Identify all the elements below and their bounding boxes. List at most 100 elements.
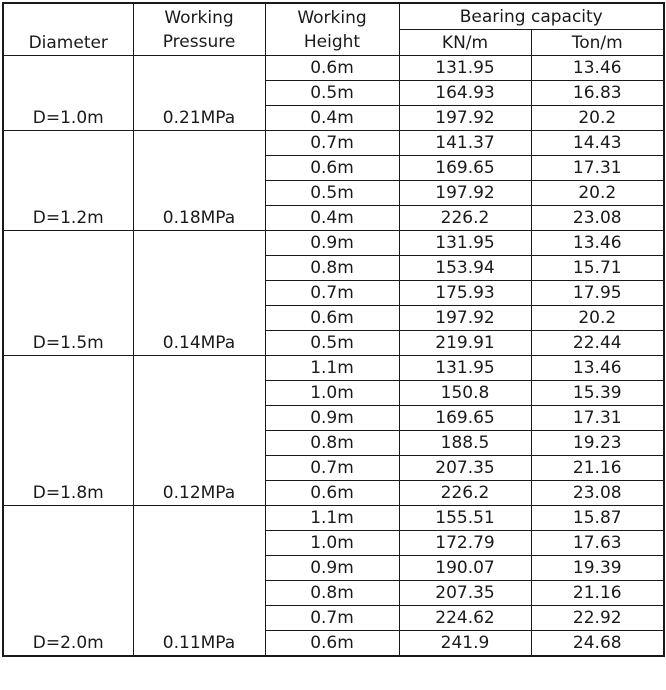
diameter-header: Diameter (2, 2, 134, 56)
kn-cell: 131.95 (398, 55, 532, 81)
table-row: D=1.8m 0.12MPa 1.1m 131.95 13.46 (2, 355, 665, 506)
ton-cell: 19.23 (530, 430, 665, 456)
ton-cell: 22.92 (530, 605, 665, 631)
height-cell: 0.7m (264, 455, 400, 481)
ton-cell: 17.31 (530, 155, 665, 181)
table-row: 1.0m 172.79 17.63 (3, 530, 665, 556)
height-cell: 0.6m (264, 55, 400, 81)
ton-cell: 17.31 (530, 405, 665, 431)
height-cell: 0.5m (264, 330, 400, 356)
height-cell: 1.1m (264, 355, 400, 381)
table-row: D=1.0m 0.21MPa 0.6m 131.95 13.46 (2, 55, 665, 131)
kn-cell: 131.95 (398, 230, 532, 256)
table-row: 0.6m 197.92 20.2 (3, 305, 665, 331)
ton-cell: 17.63 (530, 530, 665, 556)
height-header: Working Height (264, 2, 400, 56)
ton-cell: 20.2 (530, 180, 665, 206)
table-row: 0.8m 153.94 15.71 (3, 255, 665, 281)
height-cell: 0.7m (264, 130, 400, 156)
height-cell: 0.7m (264, 280, 400, 306)
height-cell: 0.7m (264, 605, 400, 631)
kn-cell: 197.92 (398, 305, 532, 331)
diameter-cell: D=1.5m (2, 230, 134, 356)
height-cell: 1.0m (264, 380, 400, 406)
table-row: 0.5m 219.91 22.44 (3, 330, 665, 356)
ton-cell: 21.16 (530, 455, 665, 481)
ton-cell: 16.83 (530, 80, 665, 106)
pressure-cell: 0.21MPa (132, 55, 266, 131)
ton-cell: 13.46 (530, 55, 665, 81)
kn-cell: 141.37 (398, 130, 532, 156)
kn-cell: 150.8 (398, 380, 532, 406)
table-row: 0.4m 197.92 20.2 (3, 105, 665, 131)
kn-header: KN/m (398, 29, 532, 56)
ton-cell: 20.2 (530, 105, 665, 131)
table-row: 0.7m 224.62 22.92 (3, 605, 665, 631)
pressure-header-line1: Working (164, 7, 234, 28)
kn-cell: 164.93 (398, 80, 532, 106)
height-cell: 0.6m (264, 155, 400, 181)
height-header-line2: Height (303, 31, 361, 52)
table-row: D=2.0m 0.11MPa 1.1m 155.51 15.87 (2, 505, 665, 657)
height-cell: 0.8m (264, 255, 400, 281)
kn-cell: 219.91 (398, 330, 532, 356)
height-cell: 0.6m (264, 480, 400, 506)
table-row: D=1.5m 0.14MPa 0.9m 131.95 13.46 (2, 230, 665, 356)
kn-cell: 169.65 (398, 155, 532, 181)
pressure-cell: 0.14MPa (132, 230, 266, 356)
ton-cell: 14.43 (530, 130, 665, 156)
height-cell: 0.9m (264, 230, 400, 256)
ton-cell: 23.08 (530, 205, 665, 231)
table-row: 0.6m 169.65 17.31 (3, 155, 665, 181)
ton-cell: 23.08 (530, 480, 665, 506)
height-cell: 1.1m (264, 505, 400, 531)
pressure-cell: 0.18MPa (132, 130, 266, 231)
table-row: 1.0m 150.8 15.39 (3, 380, 665, 406)
height-cell: 0.8m (264, 580, 400, 606)
diameter-cell: D=1.2m (2, 130, 134, 231)
ton-header: Ton/m (530, 29, 665, 56)
ton-cell: 15.87 (530, 505, 665, 531)
height-cell: 0.5m (264, 180, 400, 206)
table-header: Diameter Working Pressure Working Height… (2, 2, 665, 56)
ton-cell: 22.44 (530, 330, 665, 356)
kn-cell: 226.2 (398, 480, 532, 506)
kn-cell: 207.35 (398, 455, 532, 481)
ton-cell: 13.46 (530, 355, 665, 381)
table-row: 0.6m 241.9 24.68 (3, 630, 665, 657)
pressure-header-line2: Pressure (162, 31, 236, 52)
table-row: 0.5m 197.92 20.2 (3, 180, 665, 206)
ton-cell: 15.71 (530, 255, 665, 281)
ton-cell: 21.16 (530, 580, 665, 606)
bearing-capacity-table: Diameter Working Pressure Working Height… (2, 2, 665, 657)
kn-cell: 197.92 (398, 180, 532, 206)
table-row: 0.5m 164.93 16.83 (3, 80, 665, 106)
table-row: 0.4m 226.2 23.08 (3, 205, 665, 231)
bearing-capacity-header: Bearing capacity (398, 2, 665, 30)
ton-cell: 17.95 (530, 280, 665, 306)
table-row: D=1.2m 0.18MPa 0.7m 141.37 14.43 (2, 130, 665, 231)
table-row: 0.9m 190.07 19.39 (3, 555, 665, 581)
kn-cell: 224.62 (398, 605, 532, 631)
height-cell: 0.6m (264, 305, 400, 331)
table-body: D=1.0m 0.21MPa 0.6m 131.95 13.46 0.5m 164.93 16… (2, 55, 665, 657)
ton-cell: 13.46 (530, 230, 665, 256)
pressure-cell: 0.11MPa (132, 505, 266, 657)
kn-cell: 188.5 (398, 430, 532, 456)
ton-cell: 24.68 (530, 630, 665, 657)
height-cell: 0.4m (264, 205, 400, 231)
height-header-line1: Working (297, 7, 367, 28)
pressure-cell: 0.12MPa (132, 355, 266, 506)
kn-cell: 241.9 (398, 630, 532, 657)
ton-cell: 19.39 (530, 555, 665, 581)
kn-cell: 190.07 (398, 555, 532, 581)
kn-cell: 226.2 (398, 205, 532, 231)
kn-cell: 169.65 (398, 405, 532, 431)
kn-cell: 175.93 (398, 280, 532, 306)
ton-cell: 15.39 (530, 380, 665, 406)
kn-cell: 197.92 (398, 105, 532, 131)
diameter-cell: D=2.0m (2, 505, 134, 657)
height-cell: 0.5m (264, 80, 400, 106)
ton-cell: 20.2 (530, 305, 665, 331)
height-cell: 0.8m (264, 430, 400, 456)
